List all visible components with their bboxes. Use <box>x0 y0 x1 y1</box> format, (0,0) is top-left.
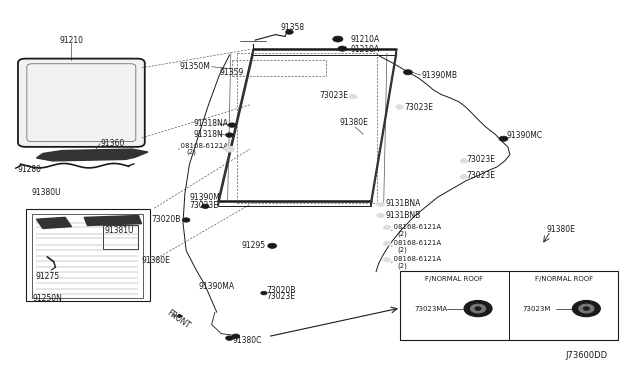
Text: 91318NA: 91318NA <box>194 119 229 128</box>
Circle shape <box>260 291 267 295</box>
Text: 9131BNA: 9131BNA <box>386 199 421 208</box>
Text: 73023E: 73023E <box>189 201 218 210</box>
Polygon shape <box>36 217 72 228</box>
Text: 91250N: 91250N <box>33 294 62 303</box>
Text: 91381U: 91381U <box>104 226 134 235</box>
Text: 73023E: 73023E <box>266 292 295 301</box>
Text: F/NORMAL ROOF: F/NORMAL ROOF <box>535 276 593 282</box>
Circle shape <box>225 146 235 152</box>
Text: 91380U: 91380U <box>31 188 61 197</box>
Circle shape <box>226 336 234 340</box>
Text: 73020B: 73020B <box>266 286 295 295</box>
Text: (2): (2) <box>186 149 196 155</box>
Text: 91210A: 91210A <box>351 45 380 54</box>
Text: 91359: 91359 <box>220 68 244 77</box>
Text: (2): (2) <box>397 230 408 237</box>
Text: 73023MA: 73023MA <box>414 305 447 312</box>
Text: (2): (2) <box>397 263 408 269</box>
Circle shape <box>202 204 209 209</box>
Text: 91358: 91358 <box>280 23 305 32</box>
Text: 91380E: 91380E <box>546 225 575 234</box>
Circle shape <box>464 301 492 317</box>
Polygon shape <box>371 49 396 206</box>
Circle shape <box>499 136 508 141</box>
Text: 91390MB: 91390MB <box>422 71 458 80</box>
Text: ¸08168-6121A: ¸08168-6121A <box>390 256 441 263</box>
Text: 91275: 91275 <box>35 272 60 281</box>
Text: 91390M: 91390M <box>189 193 220 202</box>
Bar <box>32 214 143 298</box>
Text: 91390MA: 91390MA <box>199 282 235 291</box>
Circle shape <box>268 243 276 248</box>
Circle shape <box>333 36 343 42</box>
Text: 91350M: 91350M <box>180 62 211 71</box>
Circle shape <box>572 301 600 317</box>
Text: 9131BNB: 9131BNB <box>386 211 421 220</box>
Circle shape <box>377 202 385 207</box>
Text: 91210: 91210 <box>60 36 83 45</box>
Circle shape <box>285 30 293 34</box>
Circle shape <box>377 213 385 218</box>
Circle shape <box>579 304 594 313</box>
Circle shape <box>228 123 236 127</box>
Text: 91295: 91295 <box>242 241 266 250</box>
Text: 73023E: 73023E <box>467 171 495 180</box>
Circle shape <box>396 105 403 109</box>
Text: ¸08168-6121A: ¸08168-6121A <box>177 142 228 149</box>
Bar <box>399 271 618 340</box>
Text: F/NORMAL ROOF: F/NORMAL ROOF <box>426 276 483 282</box>
Text: 91380E: 91380E <box>141 256 170 265</box>
Polygon shape <box>36 149 148 161</box>
Text: 73023E: 73023E <box>319 91 349 100</box>
Text: 91380C: 91380C <box>232 336 261 345</box>
Text: 91390MC: 91390MC <box>506 131 542 140</box>
Text: 91360: 91360 <box>100 139 124 148</box>
Text: (2): (2) <box>397 246 408 253</box>
Text: 91318N: 91318N <box>194 130 223 139</box>
Text: ¸08168-6121A: ¸08168-6121A <box>390 240 441 246</box>
Polygon shape <box>218 49 253 206</box>
Text: 91210A: 91210A <box>351 35 380 44</box>
Circle shape <box>403 70 412 75</box>
Bar <box>103 225 138 249</box>
Circle shape <box>583 307 589 310</box>
Circle shape <box>475 307 481 310</box>
Circle shape <box>349 94 357 99</box>
Bar <box>26 209 150 301</box>
Text: 73023E: 73023E <box>404 103 433 112</box>
Circle shape <box>460 159 468 163</box>
Circle shape <box>383 241 391 246</box>
Circle shape <box>470 304 486 313</box>
Circle shape <box>460 174 468 179</box>
Text: 91280: 91280 <box>17 165 42 174</box>
Circle shape <box>383 258 391 262</box>
Text: 73023M: 73023M <box>523 305 551 312</box>
Circle shape <box>338 46 347 51</box>
Text: FRONT: FRONT <box>165 308 192 331</box>
Text: 91380E: 91380E <box>339 118 368 127</box>
Circle shape <box>232 334 240 339</box>
Circle shape <box>383 225 391 230</box>
Text: ¸08168-6121A: ¸08168-6121A <box>390 223 441 230</box>
Polygon shape <box>84 215 141 225</box>
Circle shape <box>182 218 190 222</box>
Text: J73600DD: J73600DD <box>565 351 607 360</box>
FancyBboxPatch shape <box>18 59 145 147</box>
Text: 73020B: 73020B <box>152 215 181 224</box>
Circle shape <box>226 133 234 137</box>
Text: 73023E: 73023E <box>467 155 495 164</box>
